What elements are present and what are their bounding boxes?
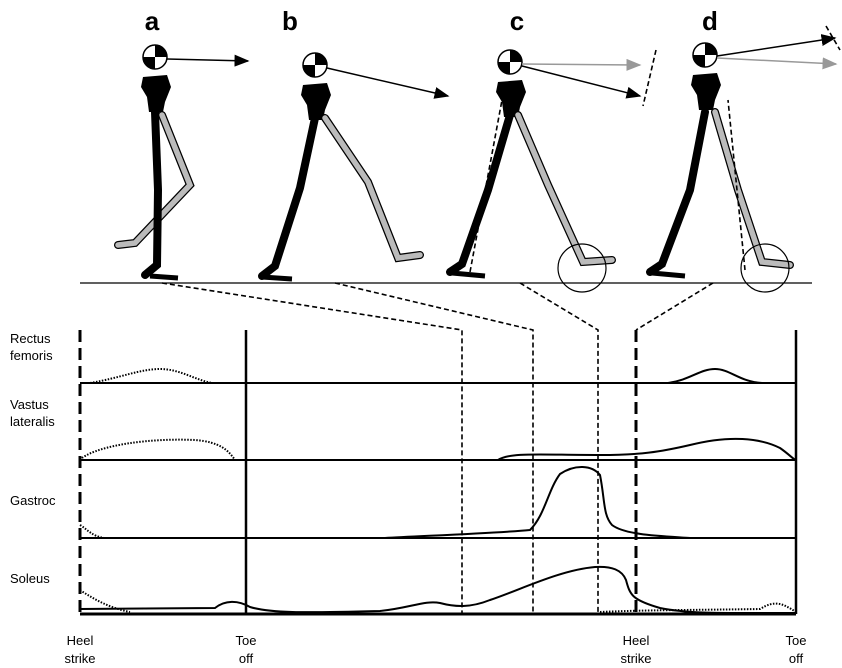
event-label: off	[789, 651, 804, 666]
walker-c	[450, 50, 656, 292]
panel-label: a	[145, 6, 160, 36]
panel-label: c	[510, 6, 524, 36]
walker-d	[650, 26, 840, 292]
muscle-label: Gastroc	[10, 493, 56, 508]
emg-traces	[80, 369, 796, 613]
muscle-label: Rectus	[10, 331, 51, 346]
emg-frame	[80, 330, 796, 614]
panel-label: b	[282, 6, 298, 36]
muscle-label: Soleus	[10, 571, 50, 586]
muscle-label: lateralis	[10, 414, 55, 429]
event-label: Heel	[623, 633, 650, 648]
event-label: strike	[620, 651, 651, 666]
connectors	[162, 283, 713, 614]
walker-b	[262, 53, 448, 279]
event-label: Toe	[786, 633, 807, 648]
event-label: Toe	[236, 633, 257, 648]
muscle-label: femoris	[10, 348, 53, 363]
walker-a	[118, 45, 248, 278]
panel-label: d	[702, 6, 718, 36]
figure: a b c d Rectus femoris Vastus lateralis Gastroc S…	[0, 0, 842, 668]
muscle-label: Vastus	[10, 397, 49, 412]
event-label: strike	[64, 651, 95, 666]
event-label: Heel	[67, 633, 94, 648]
event-label: off	[239, 651, 254, 666]
